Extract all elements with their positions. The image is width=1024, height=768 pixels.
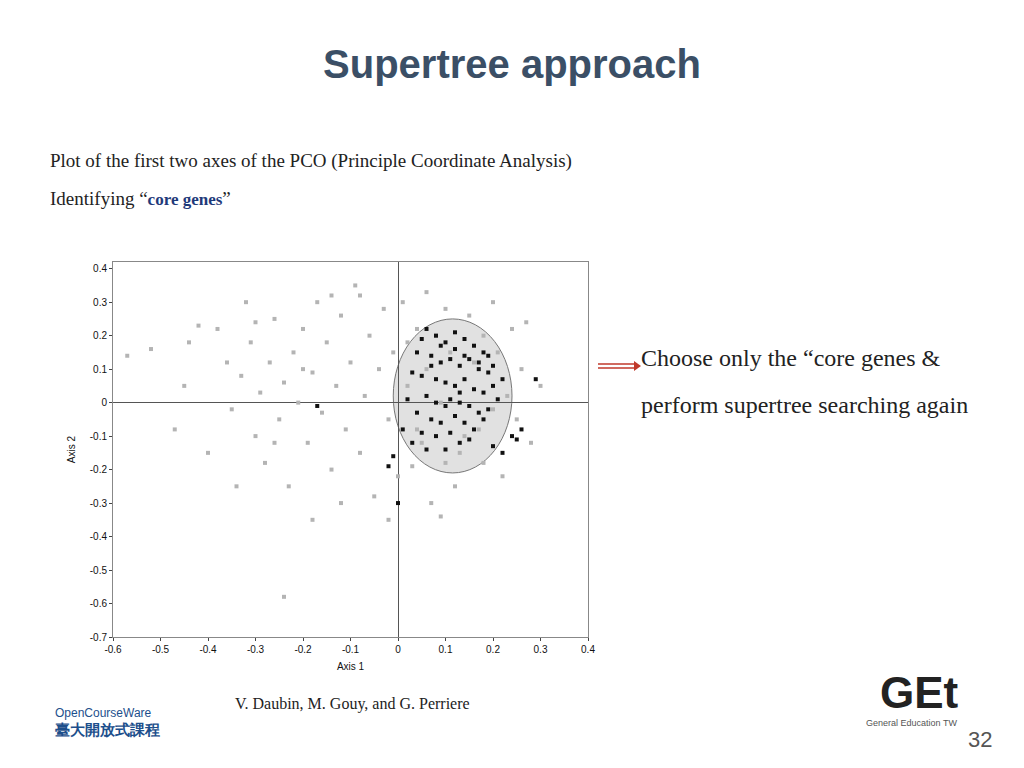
svg-text:0.2: 0.2 [486, 644, 500, 655]
svg-text:0.1: 0.1 [439, 644, 453, 655]
svg-text:-0.7: -0.7 [90, 632, 108, 643]
html-text:OpenCourseWare: OpenCourseWare [55, 706, 152, 720]
svg-text:-0.1: -0.1 [90, 431, 108, 442]
html-text:Supertree approach: Supertree approach [323, 42, 701, 86]
svg-text:Axis 2: Axis 2 [66, 435, 77, 463]
svg-text:-0.4: -0.4 [90, 531, 108, 542]
html-text:GEt: GEt [880, 668, 959, 717]
html-text:32: 32 [968, 727, 993, 752]
svg-text:-0.5: -0.5 [90, 565, 108, 576]
svg-text:-0.4: -0.4 [199, 644, 217, 655]
svg-text:-0.3: -0.3 [90, 498, 108, 509]
html-text:Identifying “ core genes ”: Identifying “ core genes ” [50, 188, 231, 209]
svg-text:Axis 1: Axis 1 [337, 661, 365, 672]
svg-text:0.3: 0.3 [534, 644, 548, 655]
svg-text:0.4: 0.4 [93, 263, 107, 274]
html-text:臺大開放式課程: 臺大開放式課程 [55, 721, 160, 739]
svg-text:0.2: 0.2 [93, 330, 107, 341]
svg-text:-0.5: -0.5 [152, 644, 170, 655]
html-text:V. Daubin, M. Gouy, and G. Per: V. Daubin, M. Gouy, and G. Perriere [235, 695, 470, 712]
svg-text:-0.6: -0.6 [90, 598, 108, 609]
svg-text:-0.1: -0.1 [342, 644, 360, 655]
html-text:General Education TW: General Education TW [866, 718, 957, 728]
svg-text:0.1: 0.1 [93, 364, 107, 375]
svg-text:-0.2: -0.2 [90, 464, 108, 475]
svg-text:0.4: 0.4 [581, 644, 595, 655]
svg-text:0: 0 [395, 644, 401, 655]
svg-text:0: 0 [101, 397, 107, 408]
svg-text:-0.3: -0.3 [247, 644, 265, 655]
svg-text:-0.6: -0.6 [104, 644, 122, 655]
html-text:Choose only the “core genes &: Choose only the “core genes & perform su… [641, 345, 969, 418]
svg-text:0.3: 0.3 [93, 297, 107, 308]
html-text:Plot of the first two axes of: Plot of the first two axes of the PCO (P… [50, 150, 572, 171]
svg-text:-0.2: -0.2 [294, 644, 312, 655]
